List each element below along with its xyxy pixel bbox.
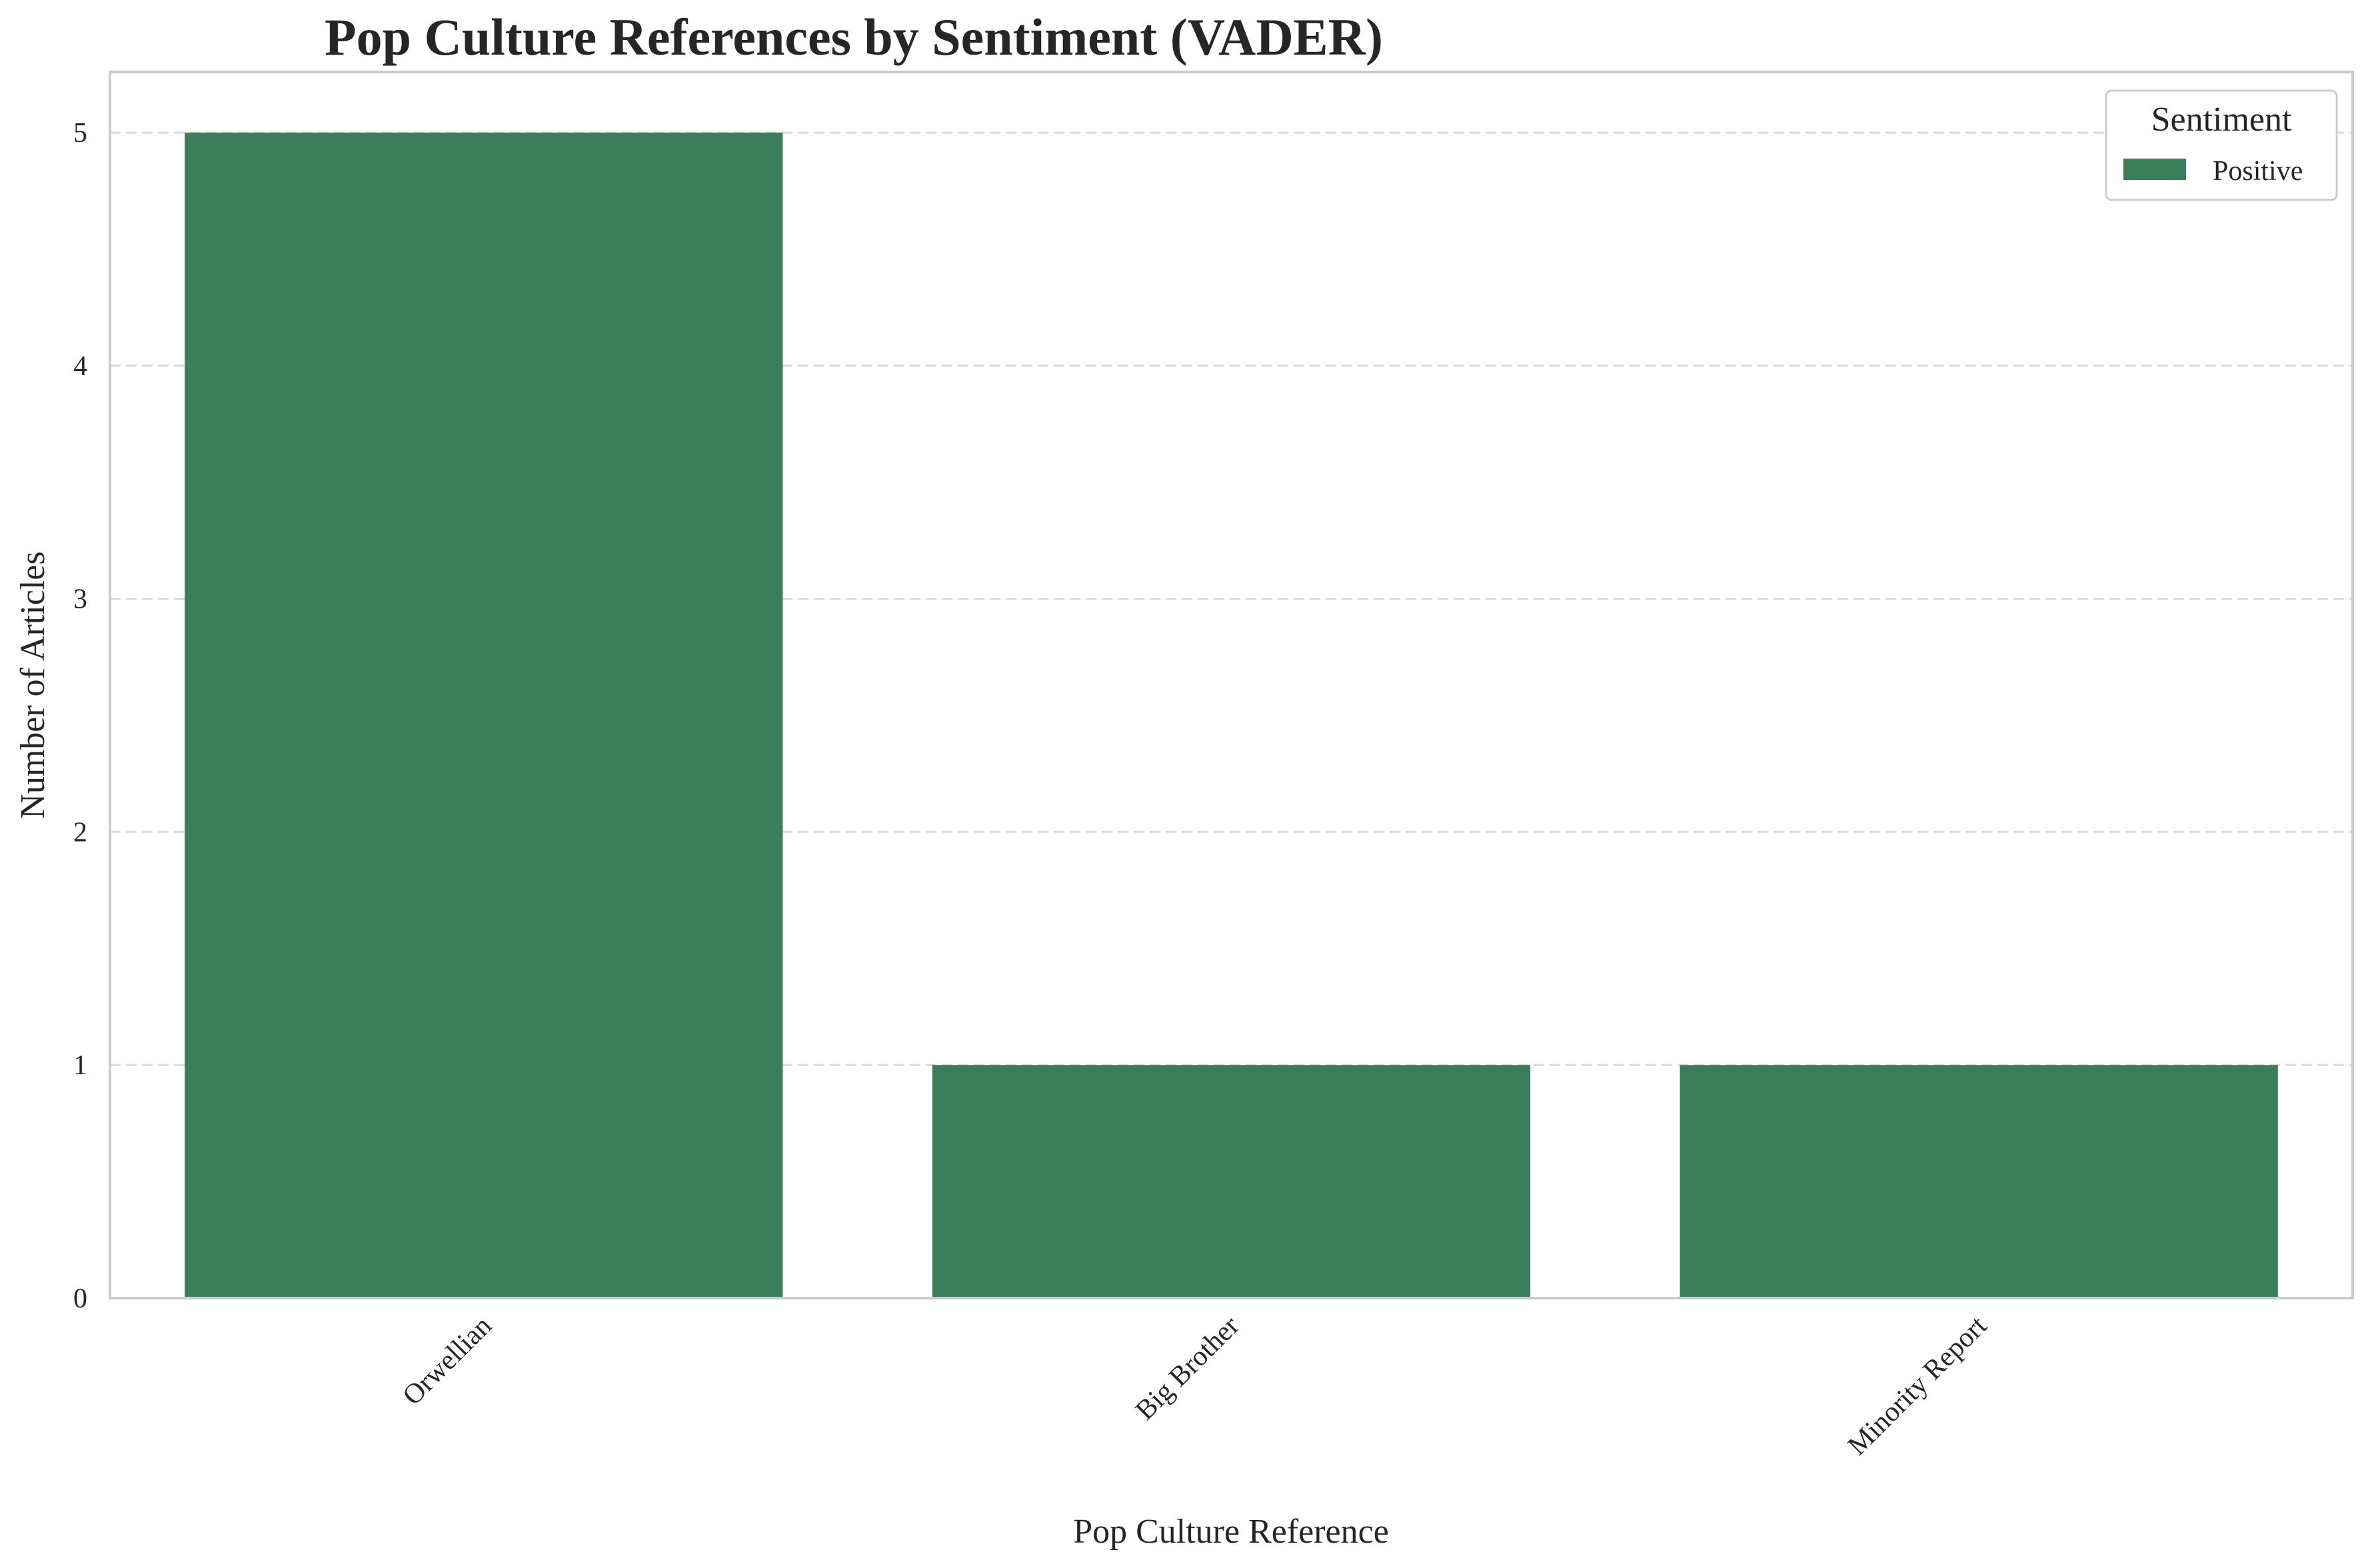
bar-minority-report [1680, 1065, 2278, 1298]
x-axis-label: Pop Culture Reference [1073, 1513, 1389, 1551]
plot-frame [109, 71, 2354, 1299]
x-tick-label: Big Brother [1130, 1311, 1246, 1427]
y-tick-label: 4 [73, 351, 87, 382]
legend-swatch-positive [2123, 159, 2186, 180]
legend: Sentiment Positive [2105, 89, 2338, 201]
legend-title: Sentiment [2151, 101, 2292, 139]
y-tick-label: 2 [73, 817, 87, 848]
y-tick-label: 5 [73, 118, 87, 149]
chart-title: Pop Culture References by Sentiment (VAD… [325, 8, 1383, 66]
bars [185, 132, 2278, 1299]
y-tick-labels: 0 1 2 3 4 5 [73, 118, 87, 1314]
x-tick-labels: Orwellian Big Brother Minority Report [397, 1310, 1993, 1461]
legend-label-positive: Positive [2213, 156, 2303, 187]
x-tick-label: Orwellian [397, 1311, 498, 1411]
x-tick-label: Minority Report [1842, 1310, 1993, 1461]
y-tick-label: 0 [73, 1283, 87, 1314]
y-tick-label: 3 [73, 584, 87, 615]
bar-big-brother [932, 1065, 1531, 1298]
y-axis-label: Number of Articles [14, 551, 52, 818]
y-tick-label: 1 [73, 1050, 87, 1081]
bar-orwellian [185, 132, 783, 1299]
